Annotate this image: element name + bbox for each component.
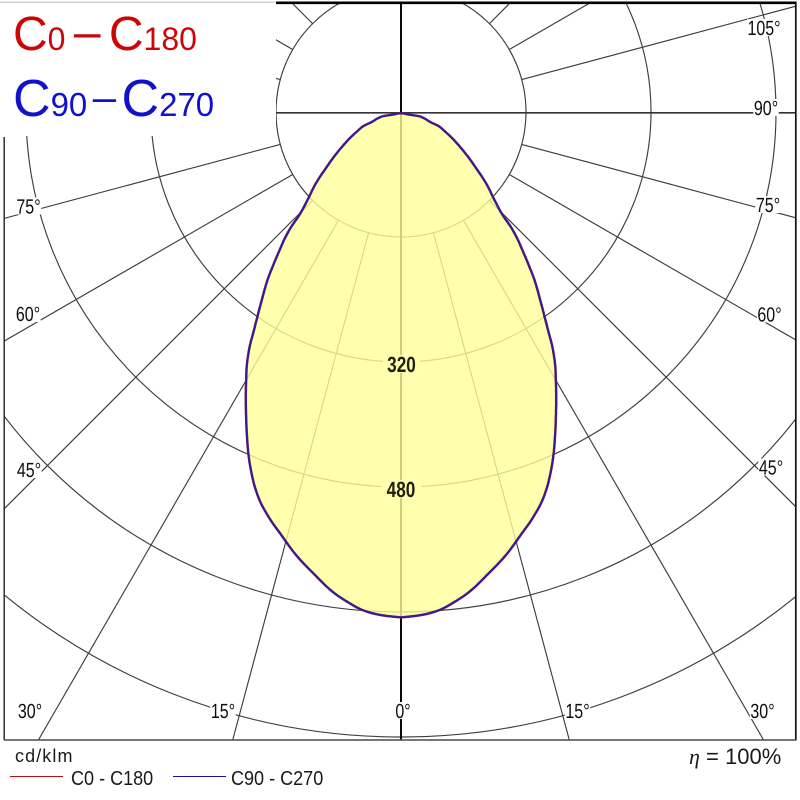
svg-text:45°: 45° [759,456,783,479]
svg-text:320: 320 [387,352,416,377]
svg-text:15°: 15° [565,700,589,723]
svg-text:75°: 75° [16,195,40,218]
svg-text:60°: 60° [757,303,781,326]
svg-text:0°: 0° [395,700,410,723]
svg-text:90°: 90° [754,97,778,120]
svg-text:105°: 105° [747,17,780,40]
svg-text:30°: 30° [18,700,42,723]
svg-text:480: 480 [387,477,416,502]
svg-text:30°: 30° [750,700,774,723]
svg-text:75°: 75° [756,194,780,217]
svg-text:45°: 45° [17,459,41,482]
svg-text:15°: 15° [211,700,235,723]
svg-text:60°: 60° [16,303,40,326]
